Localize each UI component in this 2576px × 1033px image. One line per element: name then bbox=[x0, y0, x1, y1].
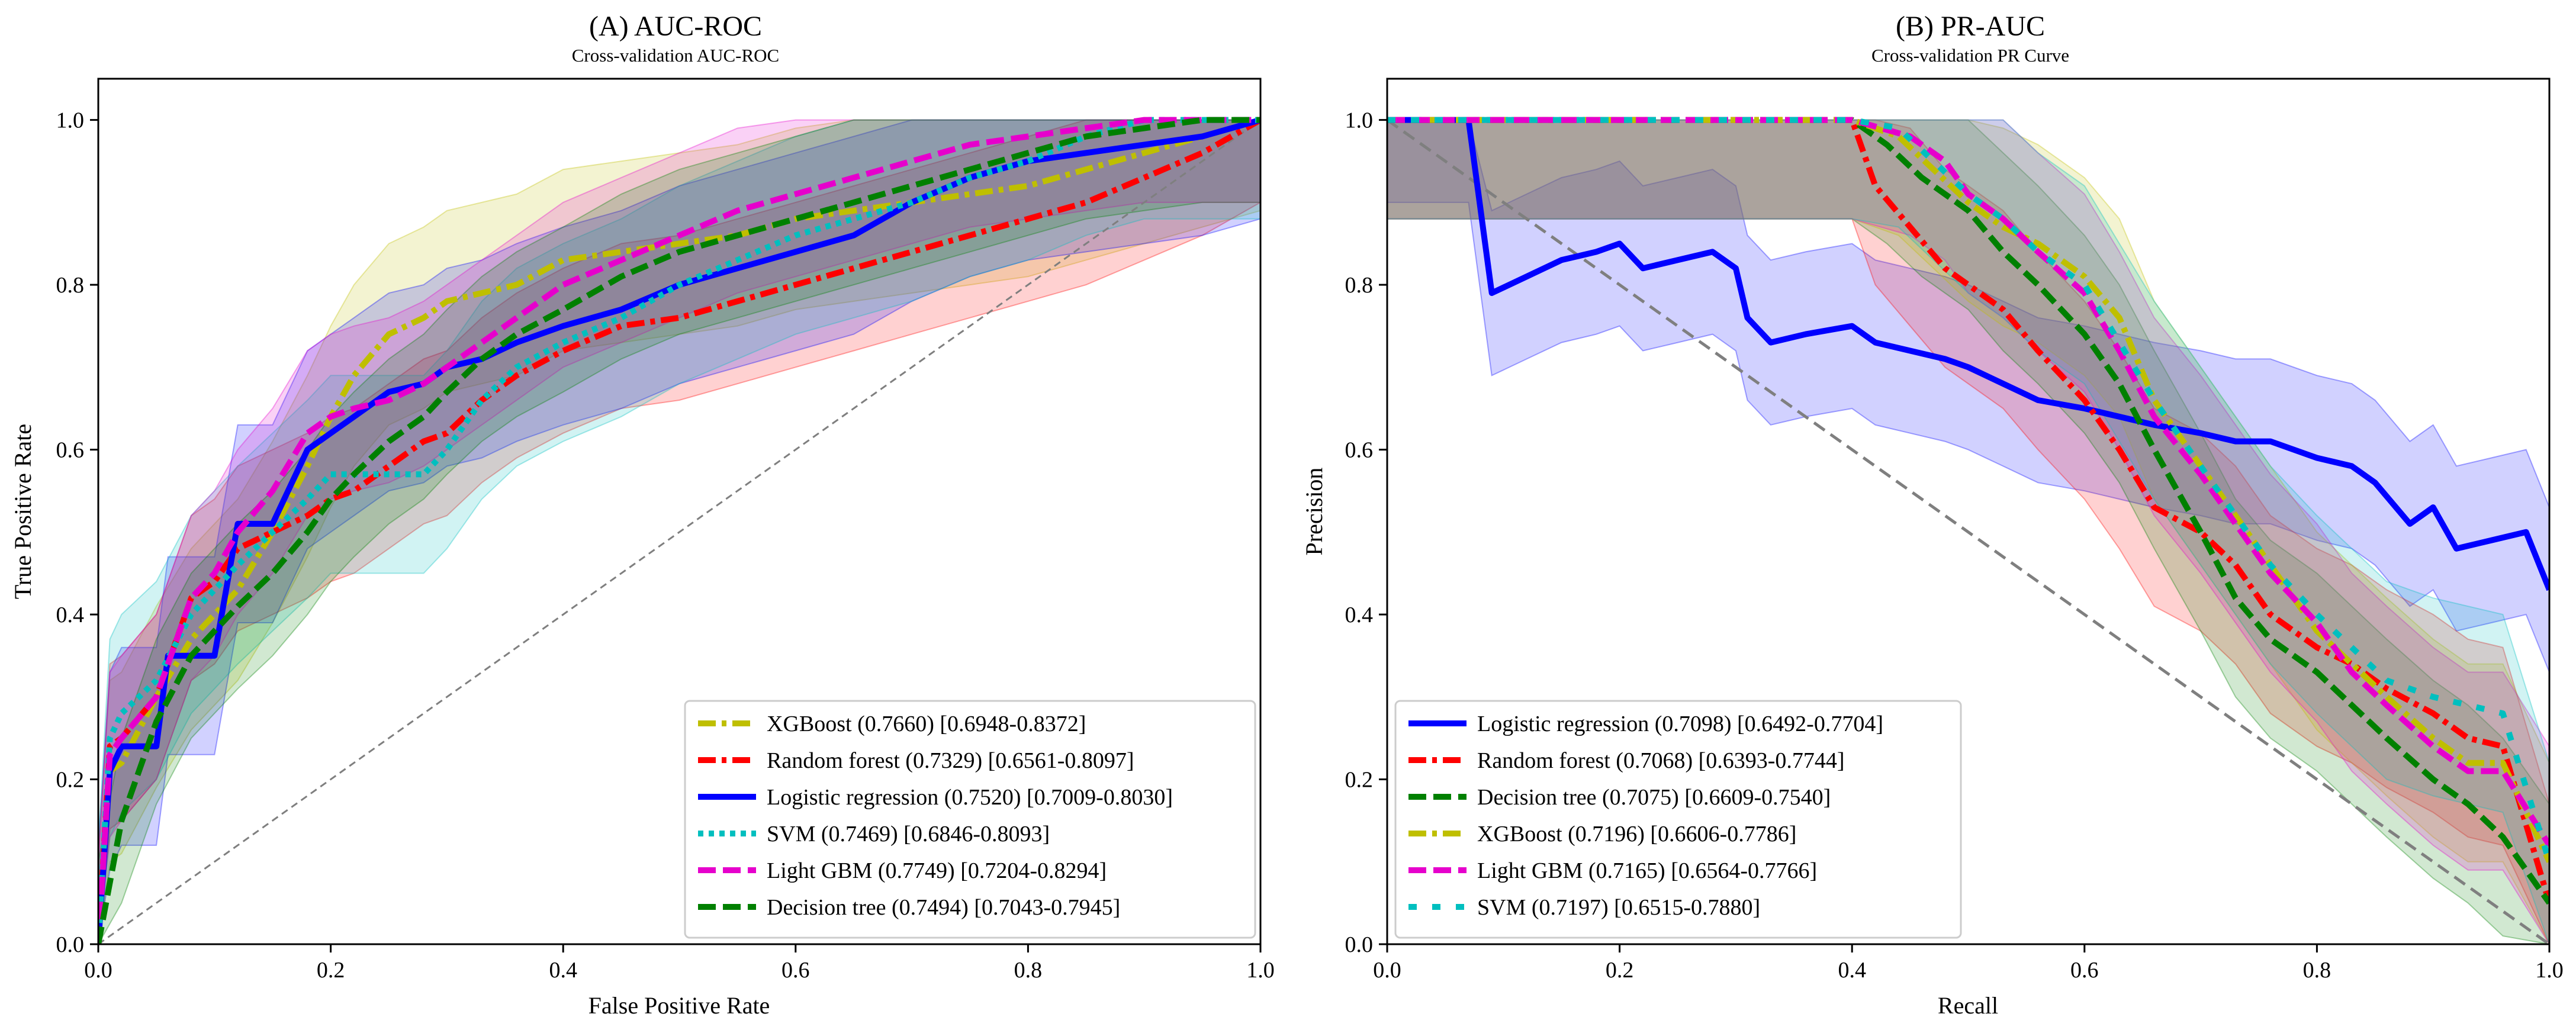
panel-a-band-0 bbox=[98, 119, 1260, 944]
panel-a-ytick-label-3: 0.6 bbox=[56, 438, 85, 463]
panel-b-legend-label-1: Random forest (0.7068) [0.6393-0.7744] bbox=[1477, 748, 1845, 773]
panel-b-series-line-4 bbox=[1387, 117, 2549, 847]
panel-pr-ylabel: Precision bbox=[1301, 468, 1327, 556]
panel-b-legend-label-5: SVM (0.7197) [0.6515-0.7880] bbox=[1477, 895, 1760, 920]
panel-a-xtick-label-3: 0.6 bbox=[782, 958, 810, 983]
panel-pr-plot bbox=[1386, 78, 2551, 945]
panel-a-series-line-1 bbox=[98, 117, 1260, 944]
panel-roc-title: (A) AUC-ROC bbox=[589, 11, 762, 42]
panel-b-ytick-label-4: 0.8 bbox=[1345, 273, 1374, 298]
panel-roc: (A) AUC-ROC Cross-validation AUC-ROC 0.0… bbox=[9, 11, 1275, 1019]
panel-b-xtick-label-1: 0.2 bbox=[1606, 958, 1634, 983]
panel-b-legend-label-2: Decision tree (0.7075) [0.6609-0.7540] bbox=[1477, 785, 1831, 810]
panel-a-legend-label-5: Decision tree (0.7494) [0.7043-0.7945] bbox=[767, 895, 1120, 920]
panel-a-legend-label-0: XGBoost (0.7660) [0.6948-0.8372] bbox=[767, 712, 1086, 736]
panel-roc-ticks: 0.0 0.2 0.4 0.6 0.8 1.0 0.0 0.2 0.4 0.6 0.8 1.0 bbox=[56, 108, 1275, 983]
panel-b-xtick-label-2: 0.4 bbox=[1838, 958, 1866, 983]
panel-pr-legend: Logistic regression (0.7098) [0.6492-0.7… bbox=[1394, 700, 1962, 939]
panel-roc-lines bbox=[98, 117, 1260, 944]
panel-b-legend-label-4: Light GBM (0.7165) [0.6564-0.7766] bbox=[1477, 858, 1817, 883]
panel-roc-plot bbox=[97, 78, 1262, 945]
panel-roc-diagonal-group bbox=[98, 119, 1260, 944]
panel-a-legend-label-2: Logistic regression (0.7520) [0.7009-0.8… bbox=[767, 785, 1173, 810]
panel-b-ytick-label-5: 1.0 bbox=[1345, 108, 1374, 133]
panel-pr: (B) PR-AUC Cross-validation PR Curve 0.0… bbox=[1301, 11, 2564, 1019]
panel-a-band-4 bbox=[98, 119, 1260, 944]
panel-a-legend-label-1: Random forest (0.7329) [0.6561-0.8097] bbox=[767, 748, 1134, 773]
panel-a-xtick-label-2: 0.4 bbox=[549, 958, 577, 983]
panel-b-series-line-1 bbox=[1387, 117, 2549, 904]
panel-b-xtick-label-4: 0.8 bbox=[2303, 958, 2331, 983]
panel-a-legend-box bbox=[684, 700, 1256, 939]
panel-b-legend-box bbox=[1394, 700, 1962, 939]
panel-b-ytick-label-1: 0.2 bbox=[1345, 768, 1374, 793]
panel-roc-legend: XGBoost (0.7660) [0.6948-0.8372] Random f… bbox=[684, 700, 1256, 939]
panel-roc-xlabel: False Positive Rate bbox=[588, 992, 770, 1019]
panel-a-xtick-label-1: 0.2 bbox=[317, 958, 345, 983]
panel-a-xtick-label-0: 0.0 bbox=[84, 958, 112, 983]
panel-roc-axes-frame bbox=[97, 78, 1262, 945]
panel-b-xtick-label-5: 1.0 bbox=[2535, 958, 2564, 983]
panel-a-ytick-label-1: 0.2 bbox=[56, 768, 85, 793]
panel-pr-subtitle: Cross-validation PR Curve bbox=[1871, 45, 2069, 66]
panel-a-ytick-label-2: 0.4 bbox=[56, 603, 85, 627]
panel-pr-lines bbox=[1387, 117, 2549, 905]
panel-b-ytick-label-3: 0.6 bbox=[1345, 438, 1374, 463]
panel-pr-axes-frame bbox=[1386, 78, 2551, 945]
panel-a-band-2 bbox=[98, 119, 1260, 944]
panel-b-series-line-0 bbox=[1387, 117, 2549, 591]
panel-b-xtick-label-3: 0.6 bbox=[2070, 958, 2099, 983]
panel-pr-xlabel: Recall bbox=[1938, 992, 1998, 1019]
panel-b-ytick-label-0: 0.0 bbox=[1345, 932, 1374, 957]
panel-a-ytick-label-0: 0.0 bbox=[56, 932, 85, 957]
panel-a-series-line-3 bbox=[98, 117, 1260, 944]
panel-pr-diagonal-group bbox=[1387, 118, 2549, 944]
panel-a-diagonal bbox=[98, 119, 1260, 944]
panel-b-xtick-label-0: 0.0 bbox=[1373, 958, 1401, 983]
panel-a-series-line-4 bbox=[98, 117, 1260, 944]
panel-pr-ticks: 0.0 0.2 0.4 0.6 0.8 1.0 0.0 0.2 0.4 0.6 0.8 1.0 bbox=[1345, 108, 2564, 983]
panel-a-ytick-label-5: 1.0 bbox=[56, 108, 85, 133]
panel-a-xtick-label-4: 0.8 bbox=[1014, 958, 1043, 983]
panel-b-diagonal bbox=[1387, 118, 2549, 944]
panel-pr-title: (B) PR-AUC bbox=[1896, 11, 2045, 42]
panel-roc-ylabel: True Positive Rate bbox=[9, 424, 36, 599]
panel-a-series-line-5 bbox=[98, 117, 1260, 944]
panel-b-legend-label-0: Logistic regression (0.7098) [0.6492-0.7… bbox=[1477, 712, 1883, 736]
panel-a-series-line-0 bbox=[98, 117, 1260, 944]
panel-a-ytick-label-4: 0.8 bbox=[56, 273, 85, 298]
panel-roc-subtitle: Cross-validation AUC-ROC bbox=[572, 45, 779, 66]
panel-b-legend-label-3: XGBoost (0.7196) [0.6606-0.7786] bbox=[1477, 822, 1796, 847]
panel-b-ytick-label-2: 0.4 bbox=[1345, 603, 1374, 627]
panel-a-legend-label-4: Light GBM (0.7749) [0.7204-0.8294] bbox=[767, 858, 1107, 883]
panel-a-xtick-label-5: 1.0 bbox=[1246, 958, 1275, 983]
panel-a-legend-label-3: SVM (0.7469) [0.6846-0.8093] bbox=[767, 822, 1050, 847]
